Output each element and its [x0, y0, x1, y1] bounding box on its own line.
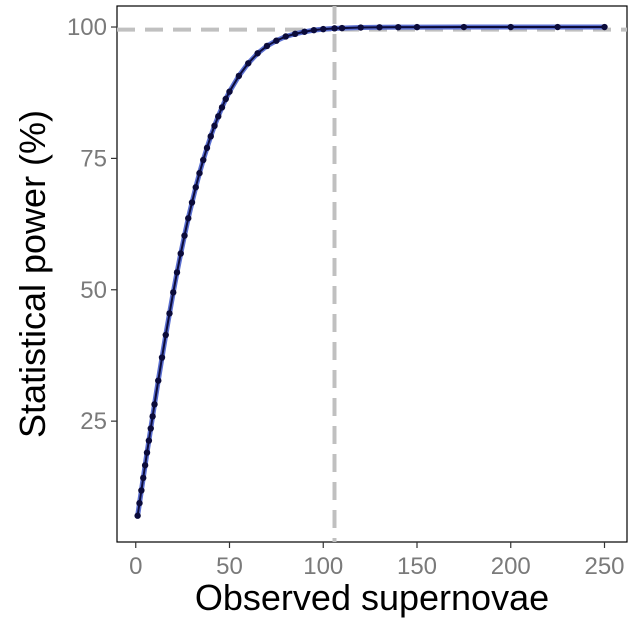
x-axis-ticks: 0 50 100 150 200 250 [129, 542, 625, 580]
data-point [145, 437, 153, 444]
x-tick-label: 50 [216, 553, 243, 580]
data-point [188, 199, 196, 206]
data-point [196, 169, 203, 177]
data-point [222, 95, 229, 103]
data-point [215, 113, 222, 120]
y-axis-title: Statistical power (%) [12, 110, 53, 438]
data-point [207, 133, 214, 140]
data-point [170, 289, 177, 296]
data-point [235, 72, 243, 80]
y-tick-label: 25 [80, 408, 107, 435]
data-point [141, 462, 149, 469]
data-point [413, 23, 421, 31]
data-point [310, 26, 318, 34]
data-point [507, 23, 514, 31]
data-point [181, 232, 188, 239]
data-point [301, 28, 308, 35]
data-point [357, 24, 364, 31]
data-point [151, 401, 158, 408]
y-axis-ticks: 25 50 75 100 [67, 14, 117, 435]
data-point [138, 487, 145, 494]
data-point [173, 269, 181, 276]
data-point [282, 33, 289, 40]
data-point [218, 104, 226, 111]
data-point [245, 60, 252, 67]
data-point [185, 215, 192, 222]
data-point [338, 24, 346, 32]
data-point [320, 25, 327, 33]
data-point [143, 449, 151, 456]
x-tick-label: 100 [303, 553, 343, 580]
x-tick-label: 250 [584, 553, 624, 580]
series-layer [134, 23, 608, 519]
data-point [155, 377, 162, 384]
data-point [200, 156, 207, 164]
data-point [554, 23, 561, 31]
data-point [140, 474, 147, 482]
data-point [177, 250, 184, 257]
data-point [134, 512, 141, 519]
data-point [158, 354, 166, 361]
data-point [331, 25, 338, 32]
data-point [149, 413, 156, 420]
data-point [192, 184, 199, 191]
data-point [211, 122, 218, 130]
data-point [166, 310, 173, 317]
x-tick-label: 200 [491, 553, 531, 580]
data-point [273, 37, 280, 44]
x-tick-label: 150 [397, 553, 437, 580]
y-tick-label: 75 [80, 145, 107, 172]
data-point [147, 425, 154, 432]
x-tick-label: 0 [129, 553, 142, 580]
data-point [226, 88, 233, 95]
data-point [376, 24, 383, 31]
data-point [136, 499, 143, 507]
data-point [395, 23, 402, 31]
data-point [601, 23, 608, 31]
data-point [203, 144, 211, 152]
x-axis-title: Observed supernovae [195, 577, 549, 618]
y-tick-label: 50 [80, 277, 107, 304]
data-point [254, 50, 261, 57]
data-point [162, 331, 169, 339]
data-point [263, 42, 271, 50]
data-point [291, 30, 299, 38]
data-point [460, 23, 468, 31]
y-tick-label: 100 [67, 14, 107, 41]
plot-panel [116, 5, 628, 543]
